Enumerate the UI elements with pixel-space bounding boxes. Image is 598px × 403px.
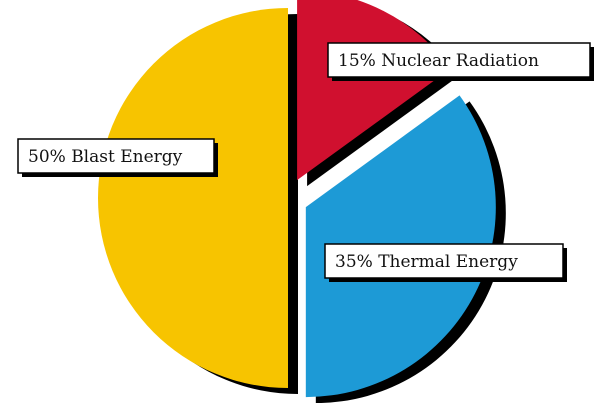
label-box bbox=[17, 138, 215, 174]
label-box bbox=[327, 42, 591, 78]
slice-blast-energy bbox=[98, 8, 288, 388]
label-box bbox=[324, 243, 564, 279]
label-text: 15% Nuclear Radiation bbox=[338, 51, 539, 71]
slice-label-nuclear-radiation: 15% Nuclear Radiation bbox=[327, 42, 594, 81]
slice-label-thermal-energy: 35% Thermal Energy bbox=[324, 243, 567, 282]
label-text: 35% Thermal Energy bbox=[335, 252, 518, 272]
slice-labels: 15% Nuclear Radiation 35% Thermal Energy 5… bbox=[17, 42, 594, 282]
slice-label-blast-energy: 50% Blast Energy bbox=[17, 138, 218, 177]
label-text: 50% Blast Energy bbox=[28, 147, 183, 167]
